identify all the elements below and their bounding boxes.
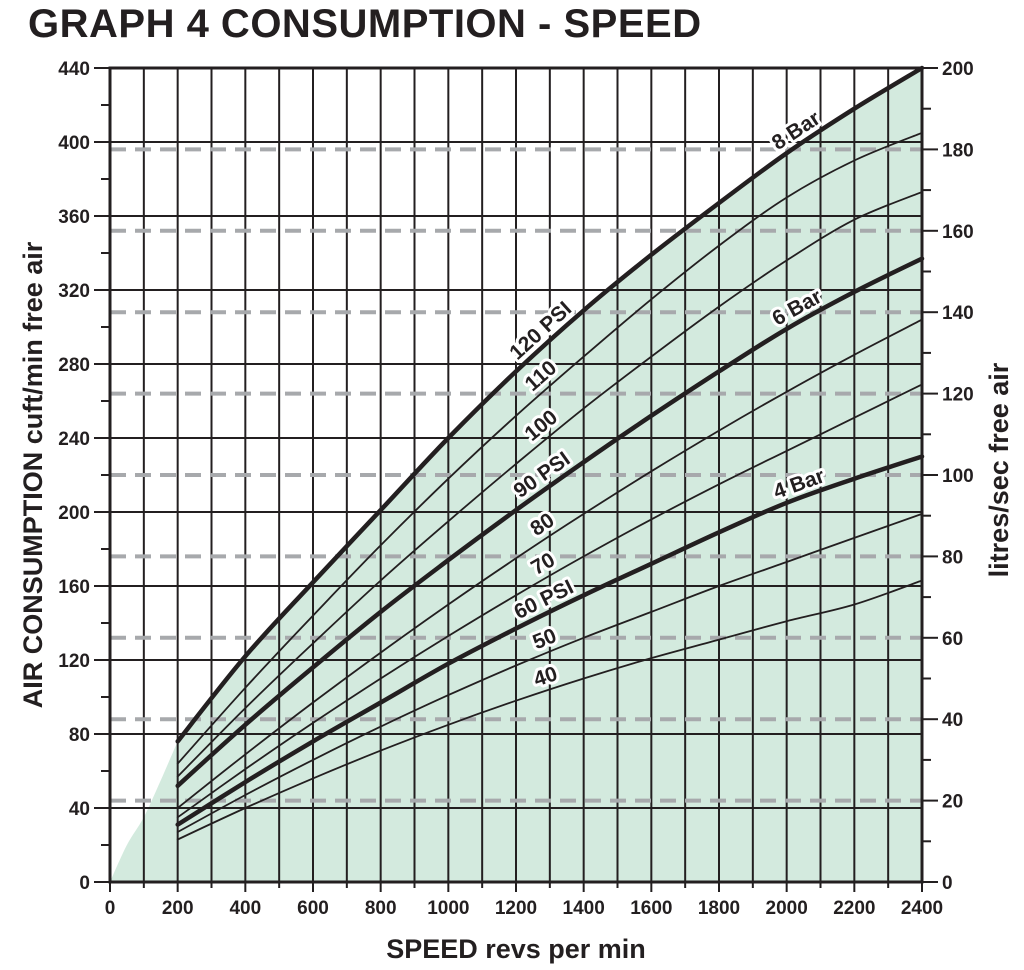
series-curves (175, 65, 925, 841)
y2-tick-label: 80 (942, 547, 963, 568)
series-line (176, 191, 923, 778)
x-axis-title: SPEED revs per min (386, 934, 646, 964)
y2-tick-label: 60 (942, 629, 963, 650)
y2-tick-label: 160 (942, 222, 974, 243)
x-tick-label: 2000 (766, 898, 808, 919)
y-tick-label: 320 (58, 281, 90, 302)
y-tick-label: 200 (58, 503, 90, 524)
grid (110, 68, 922, 882)
series-line (176, 131, 923, 765)
x-tick-label: 1000 (427, 898, 469, 919)
x-tick-label: 400 (229, 898, 261, 919)
y-tick-label: 400 (58, 133, 90, 154)
x-tick-label: 200 (162, 898, 194, 919)
series-line (176, 579, 923, 841)
y-tick-label: 120 (58, 651, 90, 672)
x-tick-label: 1200 (495, 898, 537, 919)
y-tick-label: 40 (69, 799, 90, 820)
y-tick-label: 240 (58, 429, 90, 450)
x-tick-label: 600 (297, 898, 329, 919)
series-line (176, 383, 923, 819)
y-tick-label: 440 (58, 59, 90, 80)
x-tick-label: 1800 (698, 898, 740, 919)
series-line (176, 318, 923, 809)
y-tick-label: 160 (58, 577, 90, 598)
series-line (175, 65, 925, 744)
y2-tick-label: 0 (942, 873, 953, 894)
y2-tick-label: 40 (942, 710, 963, 731)
y2-axis-title: litres/sec free air (984, 362, 1014, 577)
series-line (175, 256, 925, 789)
x-tick-label: 2400 (901, 898, 943, 919)
x-tick-label: 800 (365, 898, 397, 919)
y2-tick-label: 120 (942, 385, 974, 406)
axes: 0 40 80 120 160 200 240 280 320 360 400 440 0 20 40 60 8… (58, 59, 973, 919)
x-tick-label: 1600 (630, 898, 672, 919)
y2-tick-label: 180 (942, 140, 974, 161)
y2-tick-label: 140 (942, 303, 974, 324)
y-axis-title: AIR CONSUMPTION cuft/min free air (18, 241, 48, 708)
series-line (176, 513, 923, 833)
x-tick-label: 1400 (563, 898, 605, 919)
y-tick-label: 360 (58, 207, 90, 228)
y2-tick-label: 100 (942, 466, 974, 487)
y2-tick-label: 200 (942, 59, 974, 80)
y2-tick-label: 20 (942, 792, 963, 813)
x-tick-label: 0 (105, 898, 116, 919)
series-line (175, 454, 925, 827)
y-tick-label: 0 (79, 873, 90, 894)
x-tick-label: 2200 (833, 898, 875, 919)
y-tick-label: 280 (58, 355, 90, 376)
chart-title: GRAPH 4 CONSUMPTION - SPEED (28, 2, 702, 46)
y-tick-label: 80 (69, 725, 90, 746)
